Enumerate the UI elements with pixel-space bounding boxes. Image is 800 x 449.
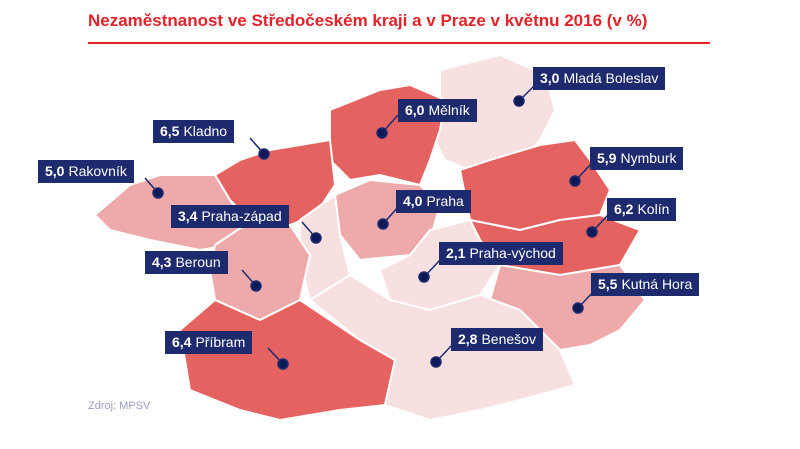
marker-nymburk	[569, 175, 581, 187]
label-pribram: 6,4 Příbram	[165, 331, 253, 354]
marker-mlada-boleslav	[513, 95, 525, 107]
label-praha-vychod: 2,1 Praha-východ	[439, 242, 563, 265]
marker-beroun	[250, 280, 262, 292]
source-note: Zdroj: MPSV	[88, 400, 151, 412]
marker-kolin	[586, 226, 598, 238]
label-melnik: 6,0 Mělník	[398, 99, 477, 122]
label-praha-zapad: 3,4 Praha-západ	[171, 205, 289, 228]
label-praha: 4,0 Praha	[396, 190, 471, 213]
marker-rakovnik	[152, 187, 164, 199]
label-rakovnik: 5,0 Rakovník	[38, 160, 134, 183]
marker-praha-vychod	[418, 271, 430, 283]
district-benesov	[309, 274, 576, 421]
label-kolin: 6,2 Kolín	[607, 198, 677, 221]
label-mlada-boleslav: 3,0 Mladá Boleslav	[533, 67, 666, 90]
marker-praha	[377, 218, 389, 230]
label-nymburk: 5,9 Nymburk	[590, 147, 684, 170]
marker-kladno	[258, 148, 270, 160]
marker-pribram	[277, 358, 289, 370]
label-beroun: 4,3 Beroun	[145, 251, 228, 274]
marker-kutna-hora	[572, 302, 584, 314]
label-benesov: 2,8 Benešov	[451, 328, 543, 351]
label-kladno: 6,5 Kladno	[153, 120, 235, 143]
marker-benesov	[430, 356, 442, 368]
label-kutna-hora: 5,5 Kutná Hora	[591, 273, 700, 296]
marker-praha-zapad	[310, 232, 322, 244]
map-title: Nezaměstnanost ve Středočeském kraji a v…	[88, 11, 648, 30]
marker-melnik	[376, 127, 388, 139]
title-underline	[88, 42, 710, 44]
